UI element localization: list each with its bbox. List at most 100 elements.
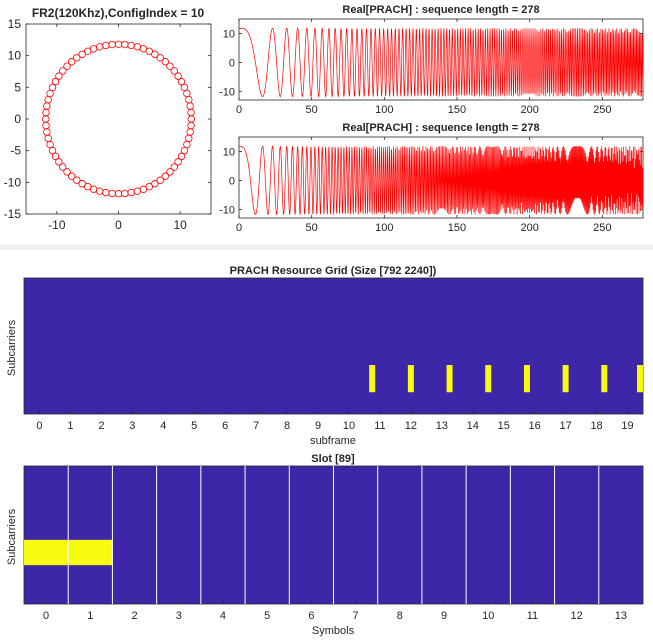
data-point bbox=[51, 77, 60, 86]
y-tick-label: 10 bbox=[223, 146, 235, 158]
data-point bbox=[177, 152, 186, 161]
data-point bbox=[161, 58, 169, 66]
data-point bbox=[59, 163, 67, 171]
x-tick-label: 150 bbox=[448, 222, 466, 234]
x-tick-label: 0 bbox=[236, 104, 242, 116]
x-tick-label: 200 bbox=[520, 104, 538, 116]
y-tick-label: 0 bbox=[229, 175, 235, 187]
x-tick-label: 6 bbox=[308, 610, 314, 622]
data-point bbox=[51, 152, 60, 161]
x-tick-label: 0 bbox=[236, 222, 242, 234]
data-point bbox=[174, 72, 182, 80]
data-point bbox=[48, 146, 57, 155]
x-tick-label: 100 bbox=[375, 104, 393, 116]
data-point bbox=[68, 58, 76, 66]
x-tick-label: 5 bbox=[191, 420, 197, 432]
data-point bbox=[59, 67, 67, 75]
x-tick-label: 1 bbox=[67, 420, 73, 432]
prach-occupancy-block bbox=[369, 365, 376, 393]
x-tick-label: 19 bbox=[621, 420, 633, 432]
slot-title: Slot [89] bbox=[311, 453, 355, 465]
x-tick-label: 9 bbox=[315, 420, 321, 432]
constellation-plot-area bbox=[25, 23, 212, 215]
x-tick-label: 12 bbox=[571, 610, 583, 622]
x-tick-label: -10 bbox=[48, 218, 66, 232]
data-point bbox=[73, 54, 81, 62]
slot-xlabel: Symbols bbox=[312, 625, 355, 637]
x-tick-label: 15 bbox=[498, 420, 510, 432]
prach-occupancy-block bbox=[446, 365, 453, 393]
x-tick-label: 9 bbox=[441, 610, 447, 622]
waveform-1-title: Real[PRACH] : sequence length = 278 bbox=[342, 4, 539, 16]
resource-grid-ylabel: Subcarriers bbox=[6, 319, 18, 376]
data-point bbox=[170, 67, 178, 75]
x-tick-label: 10 bbox=[482, 610, 494, 622]
prach-occupancy-block bbox=[523, 365, 530, 393]
x-tick-label: 150 bbox=[448, 104, 466, 116]
prach-occupancy-block bbox=[562, 365, 569, 393]
data-point bbox=[156, 176, 164, 184]
prach-occupancy-block bbox=[601, 365, 608, 393]
x-tick-label: 4 bbox=[220, 610, 226, 622]
x-tick-label: 11 bbox=[527, 610, 538, 622]
x-tick-label: 3 bbox=[129, 420, 135, 432]
data-point bbox=[156, 54, 164, 62]
x-tick-label: 50 bbox=[306, 104, 318, 116]
prach-symbol-block bbox=[68, 539, 113, 566]
prach-occupancy-block bbox=[637, 365, 643, 393]
x-tick-label: 250 bbox=[593, 104, 611, 116]
x-tick-label: 3 bbox=[176, 610, 182, 622]
x-tick-label: 200 bbox=[520, 222, 538, 234]
y-tick-label: -10 bbox=[219, 204, 235, 216]
data-point bbox=[180, 83, 189, 92]
data-point bbox=[121, 40, 129, 49]
constellation-axes: -10 0 10 -15 -10 -5 0 5 10 15 bbox=[4, 17, 212, 232]
x-tick-label: 0 bbox=[115, 218, 122, 232]
figure-separator bbox=[0, 244, 653, 250]
data-point bbox=[63, 168, 71, 176]
data-point bbox=[161, 172, 169, 180]
y-tick-label: -15 bbox=[4, 207, 22, 221]
constellation-title: FR2(120Khz),ConfigIndex = 10 bbox=[32, 6, 205, 20]
x-tick-label: 12 bbox=[405, 420, 417, 432]
data-point bbox=[78, 50, 86, 58]
x-tick-label: 10 bbox=[343, 420, 355, 432]
x-tick-label: 100 bbox=[375, 222, 393, 234]
y-tick-label: 15 bbox=[8, 17, 22, 31]
y-tick-label: 5 bbox=[14, 80, 21, 94]
x-tick-label: 13 bbox=[615, 610, 627, 622]
y-tick-label: 0 bbox=[229, 57, 235, 69]
x-tick-label: 1 bbox=[87, 610, 93, 622]
y-tick-label: -10 bbox=[219, 86, 235, 98]
slot-axes: 0 1 2 3 4 5 6 7 8 9 10 11 12 13 bbox=[23, 465, 644, 622]
data-point bbox=[174, 158, 182, 166]
x-tick-label: 50 bbox=[306, 222, 318, 234]
prach-occupancy-block bbox=[485, 365, 492, 393]
data-point bbox=[151, 180, 159, 188]
resource-grid-axes: 0 1 2 3 4 5 6 7 8 9 10 11 12 13 14 15 16 17 18 19 bbox=[23, 277, 644, 432]
data-point bbox=[68, 172, 76, 180]
x-tick-label: 5 bbox=[264, 610, 270, 622]
x-tick-label: 4 bbox=[160, 420, 166, 432]
prach-waveform-line bbox=[239, 145, 644, 216]
slot-ylabel: Subcarriers bbox=[6, 508, 18, 565]
prach-occupancy-block bbox=[407, 365, 414, 393]
x-tick-label: 2 bbox=[98, 420, 104, 432]
data-point bbox=[55, 72, 63, 80]
x-tick-label: 8 bbox=[397, 610, 403, 622]
x-tick-label: 13 bbox=[436, 420, 448, 432]
data-point bbox=[84, 47, 92, 55]
data-point bbox=[63, 62, 71, 70]
y-tick-label: -10 bbox=[4, 175, 22, 189]
data-point bbox=[177, 77, 186, 86]
y-tick-label: 10 bbox=[8, 49, 22, 63]
x-tick-label: 14 bbox=[467, 420, 479, 432]
resource-grid-heatmap bbox=[23, 277, 644, 415]
x-tick-label: 17 bbox=[560, 420, 572, 432]
y-tick-label: -5 bbox=[10, 144, 21, 158]
x-tick-label: 11 bbox=[374, 420, 385, 432]
data-point bbox=[73, 176, 81, 184]
x-tick-label: 7 bbox=[253, 420, 259, 432]
